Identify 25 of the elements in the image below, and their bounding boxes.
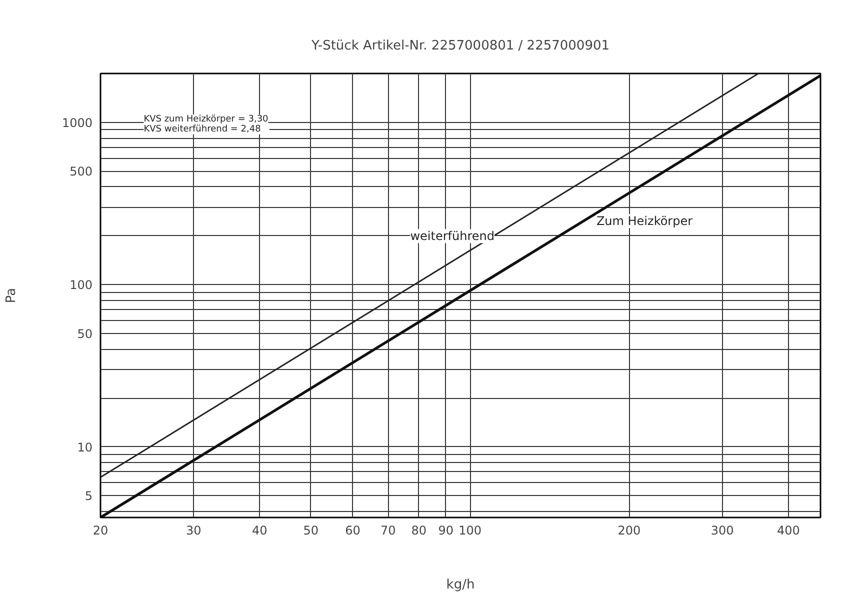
y-tick-label: 1000	[62, 116, 93, 130]
series-label: Zum Heizkörper	[596, 214, 693, 228]
chart-title: Y-Stück Artikel-Nr. 2257000801 / 2257000901	[310, 38, 610, 54]
x-tick-label: 90	[438, 524, 454, 538]
y-tick-label: 500	[70, 164, 92, 179]
x-tick-label: 300	[710, 524, 734, 538]
x-axis-title: kg/h	[446, 578, 475, 592]
series-label: weiterführend	[410, 229, 494, 244]
x-tick-label: 30	[186, 524, 202, 538]
x-tick-label: 50	[303, 524, 319, 538]
x-tick-label: 400	[776, 524, 800, 538]
x-tick-label: 70	[380, 524, 396, 538]
annotation: KVS weiterführend = 2,48	[144, 124, 262, 134]
y-tick-label: 10	[77, 440, 93, 454]
y-axis-title: Pa	[4, 288, 19, 304]
y-tick-label: 5	[84, 489, 93, 504]
x-tick-label: 100	[458, 524, 482, 538]
x-tick-label: 200	[618, 524, 641, 538]
x-tick-label: 60	[345, 524, 360, 538]
x-tick-label: 20	[92, 524, 108, 538]
y-tick-label: 50	[77, 326, 93, 341]
y-tick-label: 100	[70, 278, 92, 292]
x-tick-label: 40	[252, 524, 268, 538]
annotation: KVS zum Heizkörper = 3,30	[144, 114, 269, 125]
x-tick-label: 80	[411, 524, 426, 538]
